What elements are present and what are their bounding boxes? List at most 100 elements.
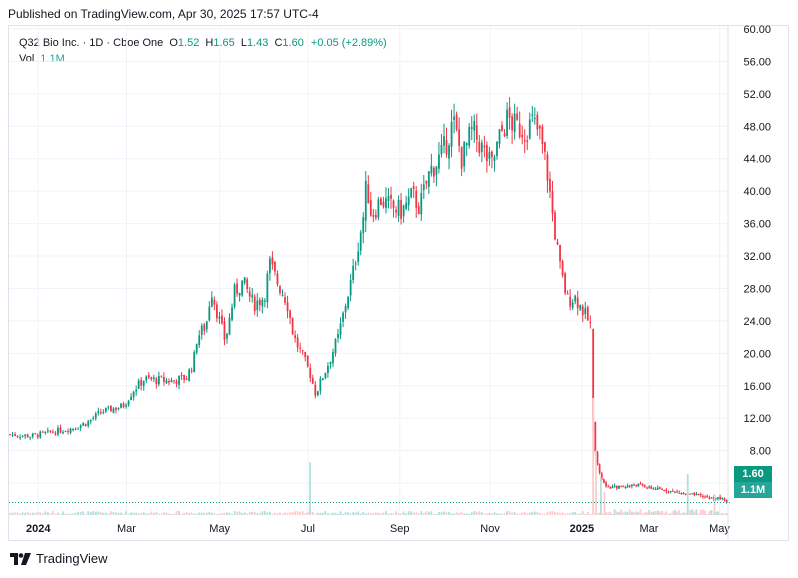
volume-bar bbox=[589, 513, 592, 515]
candle-body bbox=[493, 156, 496, 161]
volume-bar bbox=[516, 513, 519, 515]
volume-bar bbox=[648, 510, 651, 515]
candle-body bbox=[223, 321, 226, 340]
candle-body bbox=[714, 498, 717, 500]
candle-body bbox=[463, 141, 466, 167]
low-label: L bbox=[240, 37, 247, 49]
volume-bar bbox=[443, 511, 445, 515]
candle-body bbox=[607, 486, 610, 488]
volume-bar bbox=[258, 512, 261, 515]
volume-bar bbox=[463, 513, 466, 515]
volume-bar bbox=[405, 513, 408, 515]
volume-bar bbox=[650, 511, 653, 515]
candle-body bbox=[650, 486, 653, 489]
candle-body bbox=[556, 241, 559, 245]
candle-body bbox=[516, 113, 519, 120]
volume-spike bbox=[592, 398, 595, 515]
candle-body bbox=[671, 490, 674, 492]
volume-bar bbox=[478, 511, 481, 515]
volume-bar bbox=[274, 512, 276, 515]
volume-bar bbox=[319, 512, 322, 515]
volume-bar bbox=[635, 511, 638, 515]
volume-bar bbox=[475, 511, 478, 515]
volume-bar bbox=[102, 512, 105, 515]
volume-bar bbox=[682, 512, 685, 515]
volume-bar bbox=[533, 511, 536, 515]
volume-bar bbox=[289, 512, 291, 515]
candle-body bbox=[574, 295, 577, 302]
candle-body bbox=[554, 212, 556, 240]
candle-body bbox=[41, 431, 44, 433]
candle-body bbox=[150, 377, 153, 380]
volume-bar bbox=[671, 510, 674, 515]
candle-body bbox=[470, 127, 473, 129]
candle-body bbox=[579, 304, 582, 310]
volume-bar bbox=[714, 512, 717, 515]
candle-body bbox=[253, 296, 256, 312]
candle-body bbox=[294, 335, 297, 339]
volume-bar bbox=[382, 512, 385, 515]
candle-body bbox=[157, 375, 160, 385]
candle-body bbox=[306, 355, 309, 367]
y-tick-label: 60.00 bbox=[743, 24, 771, 36]
y-tick-label: 40.00 bbox=[743, 186, 771, 198]
open-value: 1.52 bbox=[177, 37, 200, 49]
candle-body bbox=[521, 134, 524, 138]
candle-body bbox=[347, 296, 350, 308]
candle-body bbox=[94, 413, 97, 419]
volume-bar bbox=[702, 509, 704, 515]
candle-body bbox=[79, 425, 82, 429]
volume-bar bbox=[221, 513, 223, 515]
volume-bar bbox=[544, 513, 546, 515]
volume-bar bbox=[432, 513, 435, 515]
volume-bar bbox=[299, 511, 302, 515]
volume-bar bbox=[387, 513, 390, 515]
candle-body bbox=[51, 431, 54, 433]
symbol-title[interactable]: Q32 Bio Inc. · 1D · Cboe One bbox=[19, 37, 164, 49]
candle-body bbox=[165, 380, 168, 384]
last-volume-badge: 1.1M bbox=[734, 482, 772, 498]
candle-body bbox=[682, 493, 685, 495]
candle-body bbox=[99, 412, 102, 414]
volume-bar bbox=[521, 512, 524, 515]
candle-body bbox=[163, 376, 165, 382]
candle-body bbox=[332, 352, 334, 364]
volume-bar bbox=[584, 513, 587, 515]
volume-bar bbox=[9, 512, 11, 515]
candle-body bbox=[678, 492, 681, 494]
volume-bar bbox=[228, 512, 231, 515]
volume-bar bbox=[626, 512, 629, 515]
volume-bar bbox=[147, 512, 150, 515]
candle-body bbox=[64, 431, 67, 433]
volume-bar bbox=[402, 511, 405, 515]
volume-bar bbox=[541, 513, 544, 515]
y-tick-label: 16.00 bbox=[743, 381, 771, 393]
y-tick-label: 36.00 bbox=[743, 219, 771, 231]
footer-brand[interactable]: TradingView bbox=[10, 551, 108, 566]
volume-bar bbox=[173, 513, 175, 515]
candle-body bbox=[669, 491, 672, 493]
candle-body bbox=[702, 495, 704, 497]
volume-bar bbox=[496, 513, 498, 515]
volume-spike bbox=[600, 477, 602, 515]
high-value: 1.65 bbox=[213, 37, 235, 49]
candle-body bbox=[380, 198, 382, 206]
y-tick-label: 48.00 bbox=[743, 121, 771, 133]
candle-body bbox=[168, 380, 170, 383]
volume-bar bbox=[622, 512, 625, 515]
volume-bar bbox=[364, 513, 367, 515]
candle-body bbox=[658, 487, 661, 489]
volume-bar bbox=[284, 512, 286, 515]
candle-body bbox=[564, 273, 567, 293]
volume-bar bbox=[104, 512, 107, 515]
volume-bar bbox=[39, 512, 42, 515]
candle-body bbox=[725, 499, 728, 503]
candle-body bbox=[344, 306, 347, 313]
volume-bar bbox=[160, 513, 163, 515]
candle-body bbox=[390, 194, 392, 199]
volume-bar bbox=[695, 509, 698, 515]
candle-body bbox=[160, 376, 163, 378]
volume-bar bbox=[719, 513, 722, 515]
candle-body bbox=[511, 116, 514, 131]
